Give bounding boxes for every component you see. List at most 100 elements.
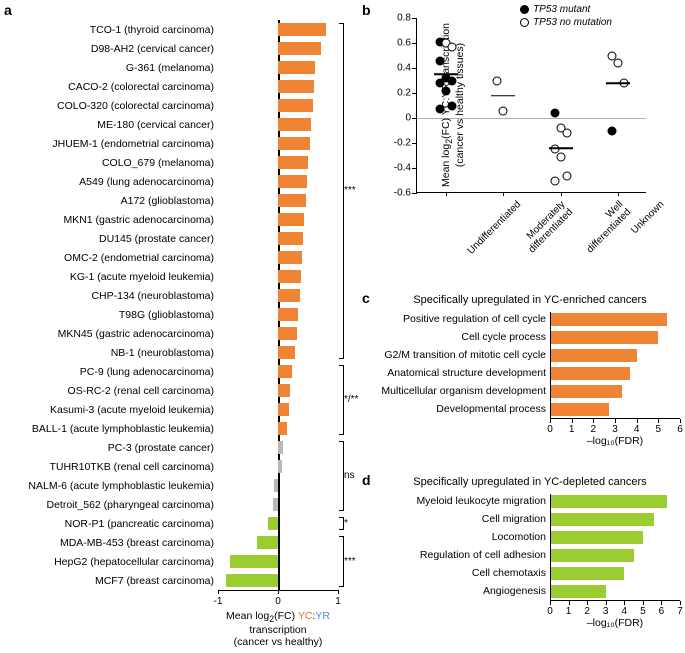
cell-line-label: OS-RC-2 (renal cell carcinoma): [0, 381, 218, 400]
cell-line-label: Detroit_562 (pharyngeal carcinoma): [0, 495, 218, 514]
panel-a-barchart: -101Mean log2(FC) YC:YR transcription(ca…: [0, 0, 355, 653]
data-point: [447, 101, 456, 110]
term-label: Locomotion: [380, 531, 550, 543]
panel-a-plot: [218, 20, 338, 590]
bar: [278, 460, 282, 473]
data-point: [562, 129, 571, 138]
bar: [550, 367, 630, 380]
cell-line-label: ME-180 (cervical cancer): [0, 115, 218, 134]
term-label: Cell chemotaxis: [380, 567, 550, 579]
term-label: Anatomical structure development: [380, 367, 550, 379]
bar: [550, 549, 634, 562]
data-point: [447, 42, 456, 51]
bar: [278, 422, 287, 435]
cell-line-label: OMC-2 (endometrial carcinoma): [0, 248, 218, 267]
bar: [278, 403, 289, 416]
bar: [230, 555, 278, 568]
cell-line-label: NOR-P1 (pancreatic carcinoma): [0, 514, 218, 533]
cell-line-label: MDA-MB-453 (breast carcinoma): [0, 533, 218, 552]
data-point: [447, 76, 456, 85]
bar: [278, 346, 295, 359]
bar: [278, 137, 310, 150]
bar: [550, 349, 637, 362]
cell-line-label: T98G (glioblastoma): [0, 305, 218, 324]
bar: [550, 585, 606, 598]
bar: [550, 495, 667, 508]
term-label: Cell migration: [380, 513, 550, 525]
cell-line-label: KG-1 (acute myeloid leukemia): [0, 267, 218, 286]
sig-label: ns: [344, 470, 355, 481]
bar: [278, 327, 297, 340]
bar: [550, 331, 658, 344]
cell-line-label: A172 (glioblastoma): [0, 191, 218, 210]
legend-mut: TP53 mutant: [533, 4, 590, 15]
data-point: [550, 109, 559, 118]
bar: [550, 403, 609, 416]
bar: [278, 270, 301, 283]
data-point: [614, 59, 623, 68]
panel-a-xaxis: -101Mean log2(FC) YC:YR transcription(ca…: [218, 590, 338, 622]
cell-line-label: A549 (lung adenocarcinoma): [0, 172, 218, 191]
axis-title: –log₁₀(FDR): [550, 617, 680, 629]
panel-c-barchart: Specifically upregulated in YC-enriched …: [380, 294, 680, 444]
panel-b-plot: -0.6-0.4-0.200.20.40.60.8Mean log2(FC) Y…: [416, 18, 646, 193]
bar: [278, 61, 315, 74]
axis-title: –log₁₀(FDR): [550, 435, 680, 447]
sig-label: ***: [344, 556, 356, 567]
term-label: Multicellular organism development: [380, 385, 550, 397]
panel-c-label: c: [362, 290, 370, 306]
data-point: [493, 76, 502, 85]
cell-line-label: HepG2 (hepatocellular carcinoma): [0, 552, 218, 571]
category-label: Undifferentiated: [465, 199, 523, 257]
term-label: G2/M transition of mitotic cell cycle: [380, 349, 550, 361]
data-point: [556, 152, 565, 161]
panel-a-xaxis-title: Mean log2(FC) YC:YR transcription(cancer…: [218, 610, 338, 648]
cell-line-label: NALM-6 (acute lymphoblastic leukemia): [0, 476, 218, 495]
term-label: Regulation of cell adhesion: [380, 549, 550, 561]
bar: [257, 536, 278, 549]
data-point: [435, 105, 444, 114]
cell-line-label: TUHR10TKB (renal cell carcinoma): [0, 457, 218, 476]
data-point: [435, 56, 444, 65]
cell-line-label: JHUEM-1 (endometrial carcinoma): [0, 134, 218, 153]
bar: [278, 175, 307, 188]
sig-label: */**: [344, 394, 358, 405]
panel-d-barchart: Specifically upregulated in YC-depleted …: [380, 476, 680, 626]
sig-label: ***: [344, 185, 356, 196]
data-point: [441, 86, 450, 95]
bar: [278, 308, 298, 321]
cell-line-label: Kasumi-3 (acute myeloid leukemia): [0, 400, 218, 419]
cell-line-label: TCO-1 (thyroid carcinoma): [0, 20, 218, 39]
bar: [278, 118, 311, 131]
cell-line-label: G-361 (melanoma): [0, 58, 218, 77]
cell-line-label: COLO_679 (melanoma): [0, 153, 218, 172]
data-point: [608, 126, 617, 135]
bar: [278, 23, 326, 36]
bar: [278, 42, 321, 55]
bar: [278, 213, 304, 226]
data-point: [550, 176, 559, 185]
bar: [550, 531, 643, 544]
bar: [278, 99, 313, 112]
panel-d-label: d: [362, 472, 371, 488]
category-label: Unknown: [629, 199, 666, 236]
bar: [550, 567, 624, 580]
bar: [278, 365, 292, 378]
term-label: Myeloid leukocyte migration: [380, 495, 550, 507]
mean-line: [549, 147, 573, 149]
bar: [278, 194, 306, 207]
term-label: Developmental process: [380, 403, 550, 415]
bar: [273, 498, 278, 511]
cell-line-label: CHP-134 (neuroblastoma): [0, 286, 218, 305]
cell-line-label: PC-3 (prostate cancer): [0, 438, 218, 457]
cell-line-label: DU145 (prostate cancer): [0, 229, 218, 248]
sig-label: *: [344, 518, 348, 529]
bar: [278, 289, 300, 302]
data-point: [499, 106, 508, 115]
bar: [278, 80, 314, 93]
bar: [278, 232, 303, 245]
bar: [226, 574, 278, 587]
cell-line-label: CACO-2 (colorectal carcinoma): [0, 77, 218, 96]
term-label: Cell cycle process: [380, 331, 550, 343]
bar: [278, 441, 283, 454]
